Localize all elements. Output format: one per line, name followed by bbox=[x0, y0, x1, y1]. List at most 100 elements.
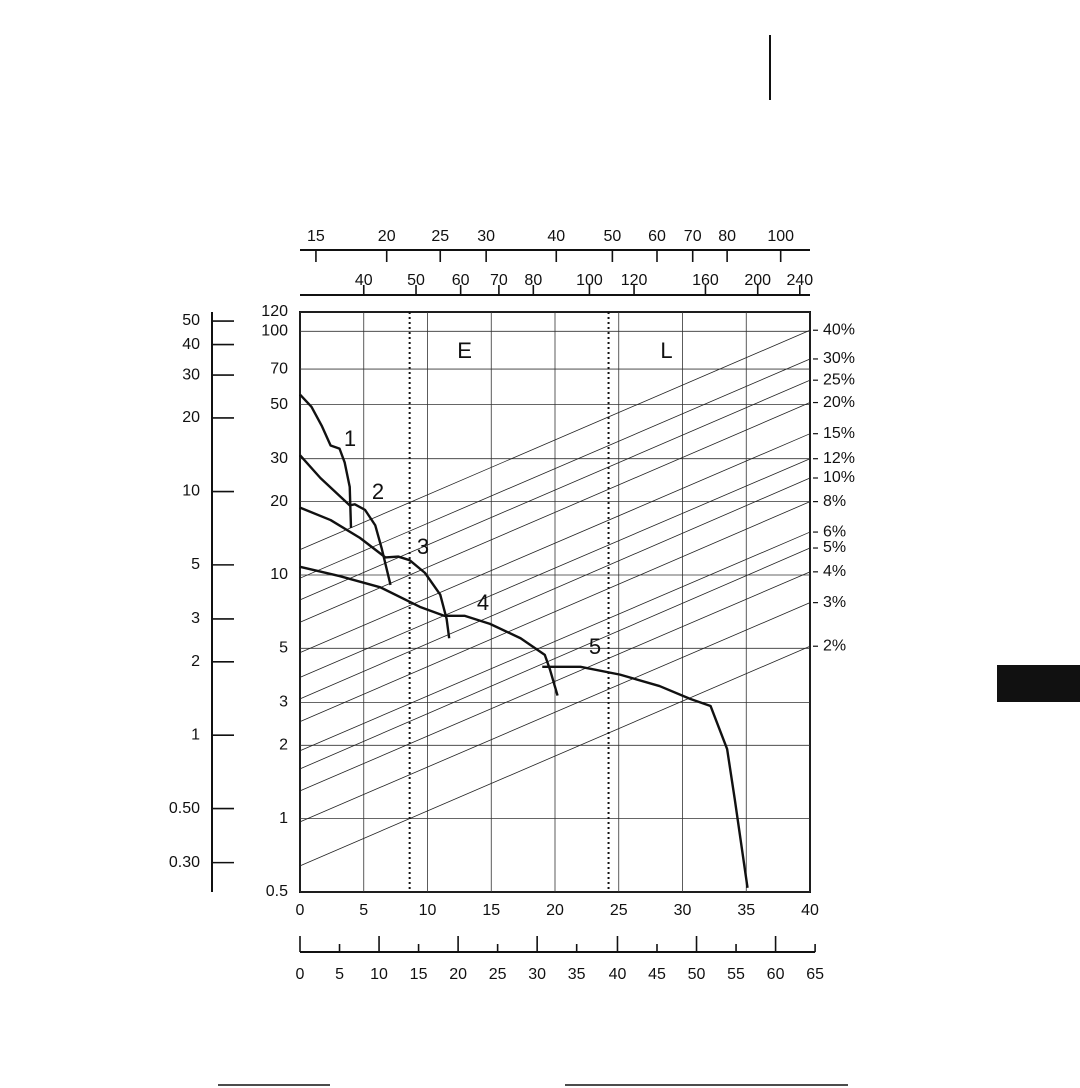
x-tick-label: 15 bbox=[482, 902, 500, 919]
guide-label: 40% bbox=[823, 321, 855, 338]
guide-label: 3% bbox=[823, 594, 846, 611]
axis-tick-label: 5 bbox=[335, 966, 344, 983]
y-tick-label: 5 bbox=[279, 640, 288, 657]
axis-tick-label: 80 bbox=[524, 272, 542, 289]
guide-label: 6% bbox=[823, 523, 846, 540]
axis-tick-label: 120 bbox=[621, 272, 648, 289]
axis-tick-label: 20 bbox=[449, 966, 467, 983]
guide-line bbox=[299, 602, 811, 823]
region-label: L bbox=[660, 338, 672, 363]
axis-tick-label: 70 bbox=[684, 228, 702, 245]
axis-tick-label: 25 bbox=[489, 966, 507, 983]
axis-tick-label: 20 bbox=[378, 228, 396, 245]
x-tick-label: 0 bbox=[296, 902, 305, 919]
axis-tick-label: 100 bbox=[767, 228, 794, 245]
guide-label: 10% bbox=[823, 469, 855, 486]
y-tick-label: 10 bbox=[270, 566, 288, 583]
y-tick-label: 70 bbox=[270, 360, 288, 377]
x-tick-label: 30 bbox=[674, 902, 692, 919]
y-tick-label: 50 bbox=[270, 396, 288, 413]
axis-tick-label: 50 bbox=[688, 966, 706, 983]
guide-line bbox=[299, 402, 811, 623]
axis-tick-label: 30 bbox=[528, 966, 546, 983]
guide-line bbox=[299, 433, 811, 654]
y-tick-label: 120 bbox=[261, 303, 288, 320]
axis-tick-label: 25 bbox=[431, 228, 449, 245]
axis-tick-label: 40 bbox=[547, 228, 565, 245]
axis-tick-label: 50 bbox=[407, 272, 425, 289]
x-tick-label: 10 bbox=[419, 902, 437, 919]
axis-tick-label: 80 bbox=[718, 228, 736, 245]
x-tick-label: 25 bbox=[610, 902, 628, 919]
guide-label: 4% bbox=[823, 563, 846, 580]
axis-tick-label: 5 bbox=[191, 556, 200, 573]
curve bbox=[299, 393, 353, 528]
axis-tick-label: 50 bbox=[182, 312, 200, 329]
axis-tick-label: 240 bbox=[786, 272, 813, 289]
axis-tick-label: 70 bbox=[490, 272, 508, 289]
axis-tick-label: 35 bbox=[568, 966, 586, 983]
axis-tick-label: 2 bbox=[191, 653, 200, 670]
guide-label: 12% bbox=[823, 450, 855, 467]
curve-label: 5 bbox=[589, 634, 601, 659]
axis-tick-label: 45 bbox=[648, 966, 666, 983]
guide-label: 15% bbox=[823, 425, 855, 442]
x-tick-label: 5 bbox=[359, 902, 368, 919]
axis-tick-label: 15 bbox=[410, 966, 428, 983]
curve-label: 1 bbox=[344, 426, 356, 451]
axis-tick-label: 60 bbox=[648, 228, 666, 245]
curve bbox=[299, 454, 392, 586]
guide-line bbox=[299, 531, 811, 752]
curve bbox=[299, 565, 559, 696]
curve bbox=[542, 665, 749, 889]
guide-label: 5% bbox=[823, 539, 846, 556]
axis-tick-label: 100 bbox=[576, 272, 603, 289]
guide-label: 8% bbox=[823, 493, 846, 510]
curve-label: 4 bbox=[477, 590, 489, 615]
axis-tick-label: 30 bbox=[477, 228, 495, 245]
axis-tick-label: 0.50 bbox=[169, 800, 200, 817]
axis-tick-label: 60 bbox=[452, 272, 470, 289]
x-tick-label: 35 bbox=[737, 902, 755, 919]
axis-tick-label: 0.30 bbox=[169, 854, 200, 871]
y-tick-label: 100 bbox=[261, 323, 288, 340]
curve-label: 3 bbox=[417, 534, 429, 559]
region-label: E bbox=[457, 338, 472, 363]
guide-line bbox=[299, 358, 811, 579]
axis-tick-label: 15 bbox=[307, 228, 325, 245]
guide-line bbox=[299, 645, 811, 867]
curve bbox=[299, 506, 451, 639]
guide-line bbox=[299, 458, 811, 678]
axis-tick-label: 3 bbox=[191, 610, 200, 627]
axis-tick-label: 160 bbox=[692, 272, 719, 289]
axis-tick-label: 40 bbox=[355, 272, 373, 289]
y-tick-label: 0.5 bbox=[266, 883, 288, 900]
axis-tick-label: 65 bbox=[806, 966, 824, 983]
axis-tick-label: 20 bbox=[182, 409, 200, 426]
guide-line bbox=[299, 547, 811, 770]
axis-tick-label: 50 bbox=[603, 228, 621, 245]
axis-tick-label: 60 bbox=[767, 966, 785, 983]
curve-label: 2 bbox=[372, 479, 384, 504]
axis-tick-label: 10 bbox=[370, 966, 388, 983]
y-tick-label: 20 bbox=[270, 493, 288, 510]
x-tick-label: 40 bbox=[801, 902, 819, 919]
guide-line bbox=[299, 477, 811, 700]
axis-tick-label: 40 bbox=[182, 336, 200, 353]
x-tick-label: 20 bbox=[546, 902, 564, 919]
guide-label: 25% bbox=[823, 371, 855, 388]
guide-line bbox=[299, 501, 811, 723]
guide-label: 2% bbox=[823, 637, 846, 654]
guide-label: 30% bbox=[823, 350, 855, 367]
guide-label: 20% bbox=[823, 394, 855, 411]
axis-tick-label: 1 bbox=[191, 726, 200, 743]
axis-tick-label: 30 bbox=[182, 366, 200, 383]
y-tick-label: 2 bbox=[279, 737, 288, 754]
guide-line bbox=[299, 571, 811, 792]
axis-tick-label: 10 bbox=[182, 483, 200, 500]
y-tick-label: 30 bbox=[270, 450, 288, 467]
y-tick-label: 1 bbox=[279, 810, 288, 827]
axis-tick-label: 40 bbox=[609, 966, 627, 983]
